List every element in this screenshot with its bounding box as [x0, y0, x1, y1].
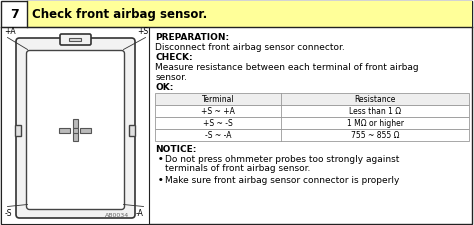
Bar: [73, 132, 78, 141]
Bar: [155, 129, 470, 141]
Text: Make sure front airbag sensor connector is properly: Make sure front airbag sensor connector …: [165, 176, 400, 185]
Text: +S: +S: [137, 27, 149, 36]
Bar: [1, 27, 149, 223]
Text: 755 ~ 855 Ω: 755 ~ 855 Ω: [351, 130, 400, 139]
Text: Measure resistance between each terminal of front airbag: Measure resistance between each terminal…: [155, 63, 419, 72]
Bar: [27, 2, 473, 27]
Bar: [81, 128, 91, 133]
Text: OK:: OK:: [155, 83, 174, 92]
Text: Check front airbag sensor.: Check front airbag sensor.: [33, 8, 208, 21]
Text: -A: -A: [136, 209, 143, 218]
Bar: [129, 125, 136, 136]
Text: +A: +A: [4, 27, 16, 36]
Text: •: •: [157, 176, 163, 185]
Bar: [70, 39, 82, 42]
Bar: [16, 125, 21, 136]
FancyBboxPatch shape: [27, 51, 125, 209]
Bar: [155, 93, 470, 105]
Text: AB0034: AB0034: [105, 213, 129, 218]
Bar: [60, 128, 71, 133]
Text: PREPARATION:: PREPARATION:: [155, 32, 229, 41]
Text: Do not press ohmmeter probes too strongly against: Do not press ohmmeter probes too strongl…: [165, 155, 400, 164]
Text: -S: -S: [4, 209, 12, 218]
Text: Resistance: Resistance: [355, 94, 396, 104]
Bar: [73, 128, 78, 133]
Text: terminals of front airbag sensor.: terminals of front airbag sensor.: [165, 164, 311, 173]
FancyBboxPatch shape: [16, 39, 135, 218]
Text: •: •: [157, 155, 163, 164]
Text: sensor.: sensor.: [155, 72, 187, 81]
Text: Disconnect front airbag sensor connector.: Disconnect front airbag sensor connector…: [155, 42, 345, 51]
Text: +S ~ -S: +S ~ -S: [203, 119, 233, 127]
Bar: [155, 117, 470, 129]
Text: 1 MΩ or higher: 1 MΩ or higher: [347, 119, 404, 127]
FancyBboxPatch shape: [60, 35, 91, 46]
Text: -S ~ -A: -S ~ -A: [205, 130, 232, 139]
Text: Terminal: Terminal: [202, 94, 235, 104]
Bar: [155, 105, 470, 117]
Text: +S ~ +A: +S ~ +A: [201, 106, 235, 115]
Text: NOTICE:: NOTICE:: [155, 145, 197, 154]
Text: Less than 1 Ω: Less than 1 Ω: [349, 106, 401, 115]
Text: 7: 7: [10, 8, 19, 21]
Text: CHECK:: CHECK:: [155, 53, 193, 62]
Bar: [73, 119, 78, 128]
